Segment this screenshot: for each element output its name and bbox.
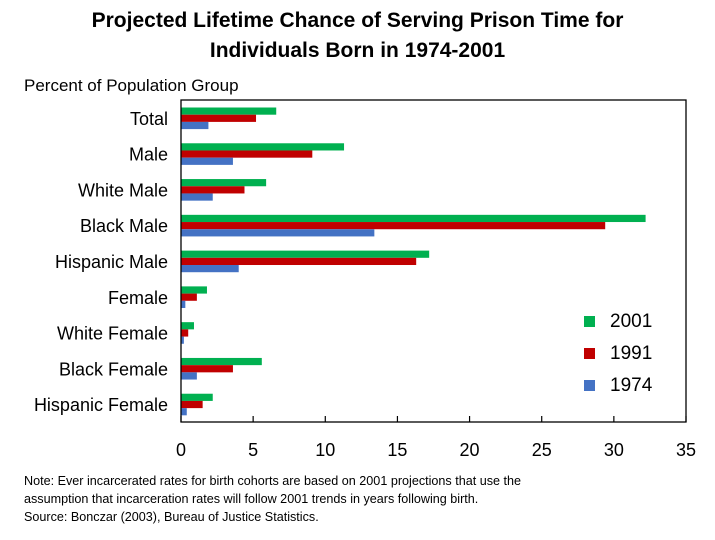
bar-male-1974: [181, 157, 233, 165]
legend-swatch-1974: [584, 380, 595, 391]
x-tick-label-0: 0: [176, 440, 186, 460]
bar-black-female-1974: [181, 372, 197, 380]
footnote-line-2: assumption that incarceration rates will…: [24, 492, 479, 506]
bar-white-female-2001: [181, 322, 194, 330]
y-axis-label: Percent of Population Group: [24, 76, 239, 95]
bar-black-male-1974: [181, 229, 375, 237]
bar-total-1991: [181, 114, 257, 122]
legend-swatch-1991: [584, 348, 595, 359]
x-tick-label-35: 35: [676, 440, 696, 460]
category-label-black-female: Black Female: [59, 359, 168, 379]
source-line: Source: Bonczar (2003), Bureau of Justic…: [24, 510, 319, 524]
category-label-white-female: White Female: [57, 324, 168, 344]
bar-black-female-2001: [181, 357, 262, 366]
bar-female-2001: [181, 286, 207, 294]
bar-total-1974: [181, 121, 209, 130]
bar-white-male-1991: [181, 186, 245, 194]
legend-label-1974: 1974: [610, 375, 653, 396]
category-label-black-male: Black Male: [80, 216, 168, 236]
footnote-line-1: Note: Ever incarcerated rates for birth …: [24, 474, 522, 488]
x-tick-label-20: 20: [460, 440, 480, 460]
bar-black-male-1991: [181, 222, 606, 230]
bar-hispanic-male-1991: [181, 257, 417, 266]
chart-title-line-1: Projected Lifetime Chance of Serving Pri…: [91, 9, 624, 32]
bar-black-female-1991: [181, 365, 233, 373]
x-tick-label-5: 5: [248, 440, 258, 460]
category-label-hispanic-female: Hispanic Female: [34, 395, 168, 415]
bar-white-female-1991: [181, 329, 189, 337]
category-label-male: Male: [129, 145, 168, 165]
bar-female-1991: [181, 293, 197, 301]
bar-hispanic-male-2001: [181, 250, 430, 258]
x-tick-label-30: 30: [604, 440, 624, 460]
category-label-total: Total: [130, 109, 168, 129]
bar-hispanic-female-1974: [181, 408, 187, 416]
chart-title-line-2: Individuals Born in 1974-2001: [209, 39, 506, 62]
bar-male-1991: [181, 150, 313, 158]
x-tick-label-15: 15: [387, 440, 407, 460]
bar-hispanic-female-1991: [181, 400, 203, 409]
bar-white-female-1974: [181, 336, 184, 344]
bar-hispanic-male-1974: [181, 265, 239, 273]
x-tick-label-25: 25: [532, 440, 552, 460]
footnote: Note: Ever incarcerated rates for birth …: [24, 472, 521, 526]
bar-white-male-1974: [181, 193, 213, 201]
bar-female-1974: [181, 300, 186, 308]
category-label-white-male: White Male: [78, 180, 168, 200]
bar-total-2001: [181, 107, 277, 115]
legend-swatch-2001: [584, 316, 595, 327]
bar-hispanic-female-2001: [181, 393, 213, 401]
bar-black-male-2001: [181, 214, 646, 223]
bar-male-2001: [181, 143, 345, 151]
x-tick-label-10: 10: [315, 440, 335, 460]
legend-label-2001: 2001: [610, 311, 652, 332]
category-label-female: Female: [108, 288, 168, 308]
plot-frame: [180, 99, 687, 423]
category-label-hispanic-male: Hispanic Male: [55, 252, 168, 272]
chart-title: Projected Lifetime Chance of Serving Pri…: [0, 6, 715, 66]
legend-label-1991: 1991: [610, 343, 652, 364]
bar-white-male-2001: [181, 179, 267, 187]
